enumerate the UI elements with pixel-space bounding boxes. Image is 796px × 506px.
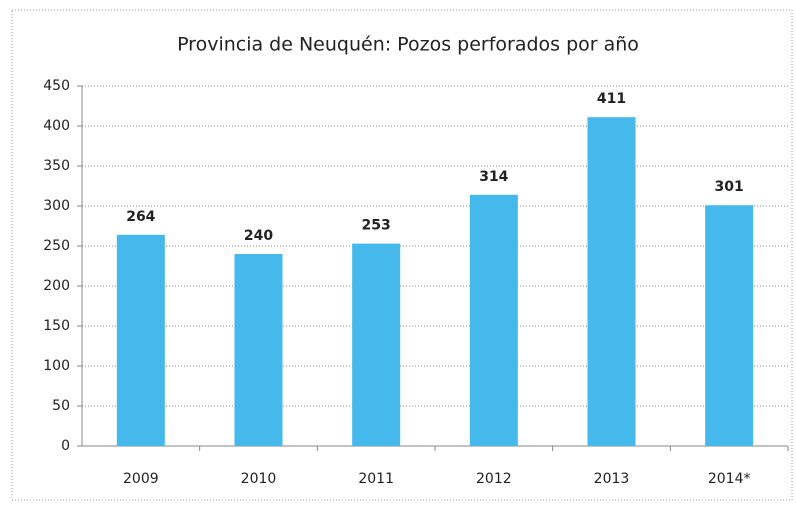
y-tick-label: 450	[43, 78, 70, 94]
x-tick-label: 2011	[358, 471, 394, 487]
y-tick-label: 400	[43, 118, 70, 134]
bar	[469, 194, 518, 446]
y-tick-label: 100	[43, 358, 70, 374]
data-label: 240	[244, 228, 273, 244]
data-label: 314	[479, 169, 508, 185]
y-tick-label: 50	[52, 398, 70, 414]
bar	[705, 205, 754, 446]
x-tick-label: 2009	[123, 471, 159, 487]
y-tick-label: 150	[43, 318, 70, 334]
bar	[587, 117, 636, 446]
data-label: 253	[362, 218, 391, 234]
y-tick-label: 350	[43, 158, 70, 174]
y-tick-label: 300	[43, 198, 70, 214]
data-label: 264	[126, 209, 155, 225]
x-tick-label: 2012	[476, 471, 512, 487]
y-tick-label: 200	[43, 278, 70, 294]
y-tick-label: 0	[61, 438, 70, 454]
data-label: 301	[715, 179, 744, 195]
data-label: 411	[597, 91, 626, 107]
bar	[116, 234, 165, 446]
x-tick-label: 2010	[241, 471, 277, 487]
chart-border	[11, 9, 793, 501]
bar	[234, 254, 283, 446]
x-tick-label: 2013	[594, 471, 630, 487]
y-tick-label: 250	[43, 238, 70, 254]
bar	[352, 243, 401, 446]
chart-title: Provincia de Neuquén: Pozos perforados p…	[177, 34, 639, 56]
x-tick-label: 2014*	[708, 471, 751, 487]
